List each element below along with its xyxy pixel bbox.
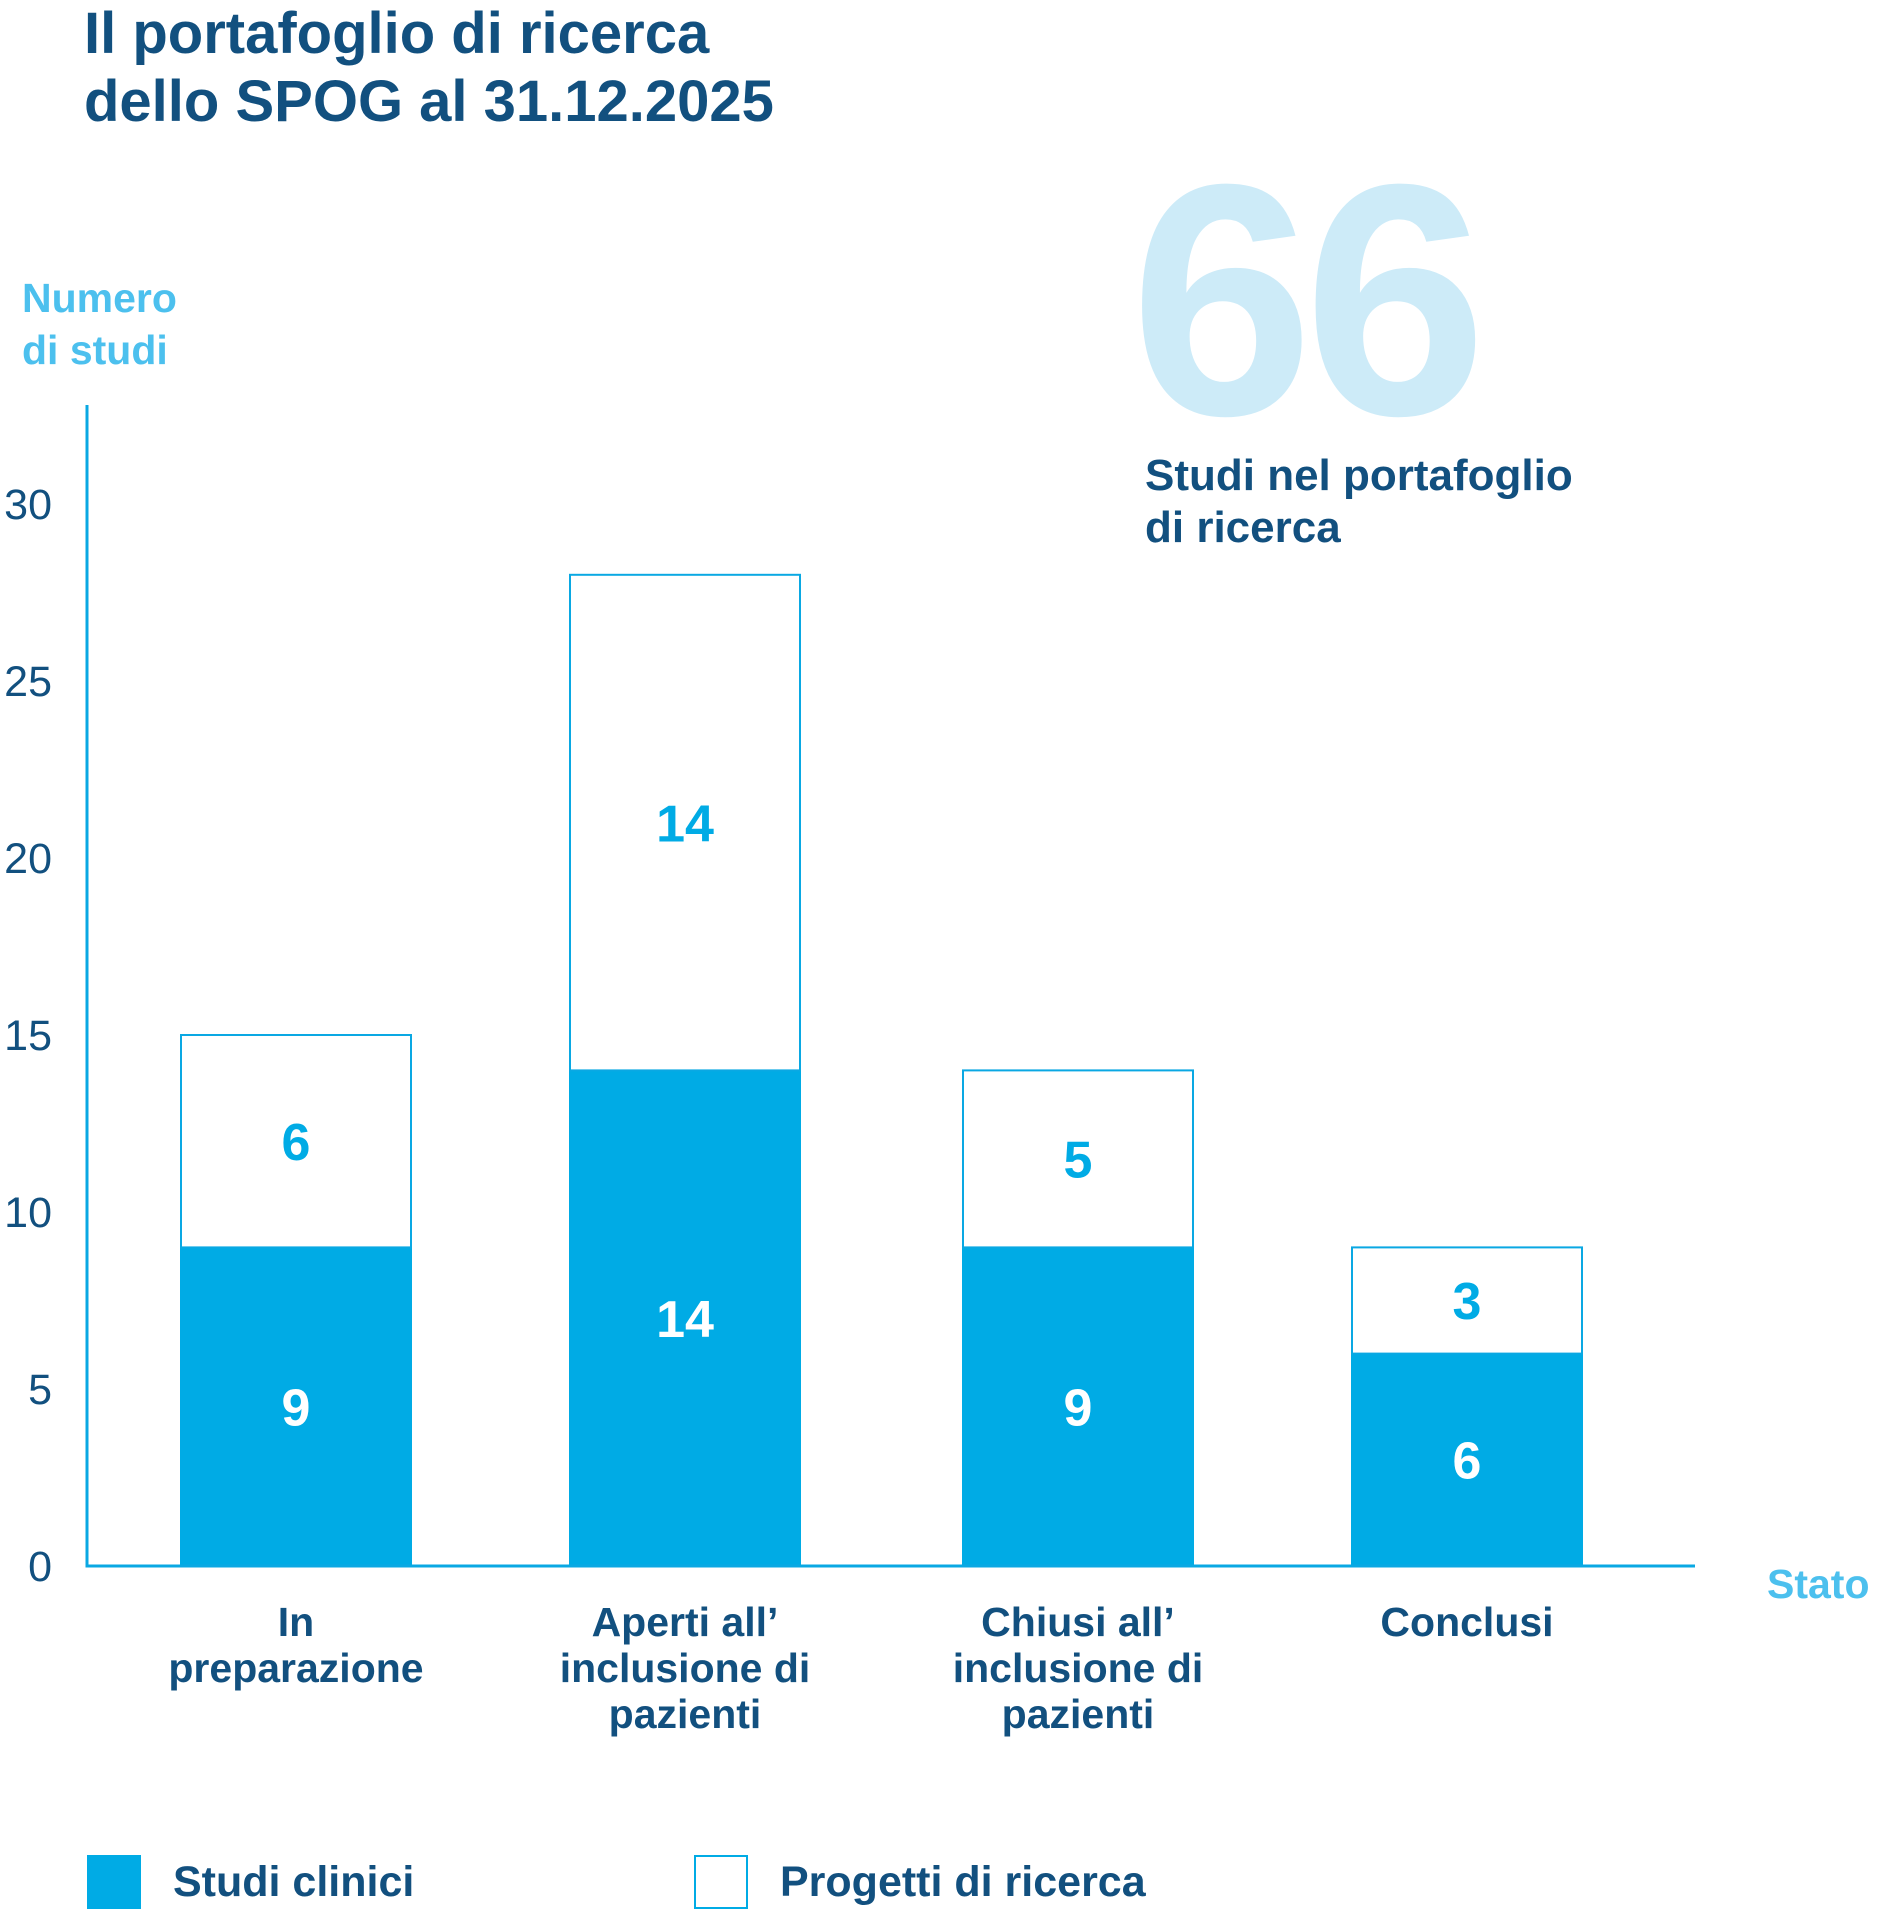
y-tick-label: 25 — [4, 658, 52, 706]
y-tick-label: 10 — [4, 1189, 52, 1237]
y-tick-label: 15 — [4, 1012, 52, 1060]
bar-studi-clinici — [962, 1247, 1194, 1566]
x-category-label: pazienti — [609, 1691, 762, 1737]
x-category-label: pazienti — [1002, 1691, 1155, 1737]
total-studies-caption-line1: Studi nel portafoglio — [1145, 451, 1573, 500]
y-tick-label: 5 — [28, 1366, 52, 1414]
data-label-studi-clinici: 9 — [1064, 1379, 1093, 1437]
y-axis-label-line2: di studi — [22, 327, 168, 373]
legend-label-research: Progetti di ricerca — [780, 1857, 1146, 1906]
x-category-label: preparazione — [168, 1645, 423, 1691]
legend-item-research: Progetti di ricerca — [694, 1853, 1146, 1911]
x-category-label: In — [278, 1599, 314, 1645]
data-label-studi-clinici: 14 — [656, 1291, 714, 1349]
legend-swatch-filled — [87, 1855, 141, 1909]
data-label-progetti-di-ricerca: 6 — [282, 1114, 311, 1172]
y-tick-label: 0 — [28, 1543, 52, 1591]
x-category-label: Conclusi — [1380, 1599, 1553, 1645]
x-category-label: Chiusi all’ — [981, 1599, 1175, 1645]
legend-label-clinical: Studi clinici — [173, 1857, 415, 1906]
bar-progetti-di-ricerca — [569, 573, 801, 1072]
y-axis-label: Numero di studi — [22, 272, 177, 376]
total-studies-caption-line2: di ricerca — [1145, 503, 1341, 552]
chart-title-line1: Il portafoglio di ricerca — [84, 1, 710, 66]
chart-title-line2: dello SPOG al 31.12.2025 — [84, 69, 774, 134]
bar-progetti-di-ricerca — [180, 1034, 412, 1249]
y-tick-label: 20 — [4, 835, 52, 883]
bar-studi-clinici — [569, 1070, 801, 1566]
x-axis-label: Stato — [1767, 1561, 1870, 1607]
data-label-studi-clinici: 9 — [282, 1379, 311, 1437]
bar-studi-clinici — [180, 1247, 412, 1566]
x-category-label: inclusione di — [560, 1645, 811, 1691]
legend-item-clinical: Studi clinici — [87, 1853, 414, 1911]
data-label-progetti-di-ricerca: 3 — [1453, 1273, 1482, 1331]
chart-title: Il portafoglio di ricerca dello SPOG al … — [84, 0, 774, 136]
data-label-studi-clinici: 6 — [1453, 1433, 1482, 1491]
bar-progetti-di-ricerca — [962, 1069, 1194, 1249]
bar-studi-clinici — [1351, 1353, 1583, 1566]
total-studies-number: 66 — [1130, 115, 1487, 484]
y-axis-label-line1: Numero — [22, 275, 177, 321]
total-studies-caption: Studi nel portafoglio di ricerca — [1145, 450, 1573, 554]
data-label-progetti-di-ricerca: 5 — [1064, 1132, 1093, 1190]
x-category-label: inclusione di — [953, 1645, 1204, 1691]
legend-swatch-outline — [694, 1855, 748, 1909]
x-category-label: Aperti all’ — [592, 1599, 779, 1645]
bar-progetti-di-ricerca — [1351, 1246, 1583, 1355]
y-tick-label: 30 — [4, 481, 52, 529]
data-label-progetti-di-ricerca: 14 — [656, 795, 714, 853]
